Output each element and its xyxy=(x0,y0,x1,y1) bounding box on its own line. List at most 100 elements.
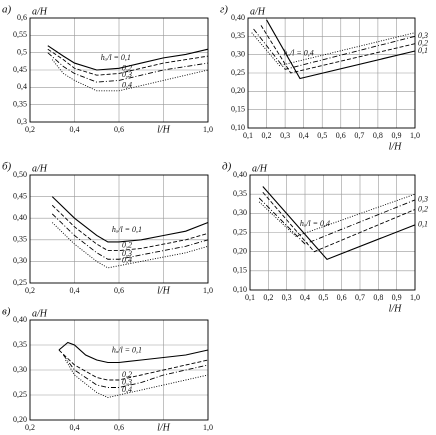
y-tick-label: 0,40 xyxy=(231,13,245,22)
x-tick-label: 0,7 xyxy=(355,293,365,302)
series-label: 0,1 xyxy=(418,220,428,229)
series-label: 0,3 xyxy=(418,31,428,40)
y-tick-label: 0,30 xyxy=(13,365,27,374)
y-tick-label: 0,55 xyxy=(13,30,27,39)
series-line xyxy=(262,186,416,260)
x-tick-label: 0,4 xyxy=(70,286,80,295)
x-tick-label: 0,3 xyxy=(280,131,290,140)
y-tick-label: 0,30 xyxy=(231,49,245,58)
y-tick-label: 0,35 xyxy=(13,99,27,108)
x-tick-label: 0,4 xyxy=(300,293,310,302)
y-tick-label: 0,30 xyxy=(13,256,27,265)
y-tick-label: 0,40 xyxy=(13,315,27,324)
series-line xyxy=(51,222,209,269)
y-tick-label: 0,35 xyxy=(13,340,27,349)
y-tick-label: 0,25 xyxy=(231,68,245,77)
y-tick-label: 0,40 xyxy=(13,213,27,222)
panel-label: г) xyxy=(220,4,228,16)
x-tick-label: 0,1 xyxy=(243,131,253,140)
x-axis-label: l/H xyxy=(157,124,171,135)
series-label: 0,3 xyxy=(122,70,132,79)
x-tick-label: 1,0 xyxy=(203,423,213,432)
plot-frame xyxy=(29,319,209,421)
x-tick-label: 0,7 xyxy=(354,131,364,140)
y-tick-label: 0,4 xyxy=(17,82,27,91)
x-tick-label: 1,0 xyxy=(410,293,420,302)
series-line xyxy=(251,32,416,67)
y-tick-label: 0,35 xyxy=(233,189,247,198)
series-line xyxy=(258,197,416,245)
y-tick-label: 0,45 xyxy=(13,65,27,74)
y-axis-label: a/H xyxy=(252,163,268,174)
y-tick-label: 0,20 xyxy=(13,415,27,424)
y-tick-label: 0,35 xyxy=(231,31,245,40)
series-label: 0,3 xyxy=(418,195,428,204)
series-label: 0,2 xyxy=(122,63,132,72)
y-tick-label: 0,25 xyxy=(13,390,27,399)
series-label: 0,3 xyxy=(122,377,132,386)
y-tick-label: 0,6 xyxy=(17,13,27,22)
y-axis-label: a/H xyxy=(250,6,266,17)
series-line xyxy=(63,354,209,388)
x-axis-label: l/H xyxy=(157,422,171,433)
series-label: 0,4 xyxy=(122,385,132,394)
series-line xyxy=(258,193,416,237)
series-line xyxy=(51,196,209,243)
x-tick-label: 0,6 xyxy=(114,423,124,432)
series-label: 0,2 xyxy=(122,240,132,249)
x-tick-label: 0,6 xyxy=(114,286,124,295)
series-line xyxy=(262,191,416,253)
x-tick-label: 1,0 xyxy=(203,125,213,134)
x-tick-label: 0,4 xyxy=(70,125,80,134)
y-tick-label: 0,5 xyxy=(17,47,27,56)
panel-label: д) xyxy=(222,161,232,173)
series-label: hₐ/l = 0,4 xyxy=(284,48,314,57)
series-label: 0,4 xyxy=(122,256,132,265)
plot-frame xyxy=(249,174,416,291)
x-tick-label: 0,8 xyxy=(373,293,383,302)
y-tick-label: 0,20 xyxy=(233,246,247,255)
series-line xyxy=(47,52,209,83)
y-tick-label: 0,10 xyxy=(233,285,247,294)
x-tick-label: 0,8 xyxy=(373,131,383,140)
series-line xyxy=(47,45,209,71)
x-tick-label: 0,2 xyxy=(25,125,35,134)
y-tick-label: 0,30 xyxy=(233,208,247,217)
x-tick-label: 0,2 xyxy=(25,286,35,295)
y-tick-label: 0,3 xyxy=(17,117,27,126)
x-tick-label: 0,9 xyxy=(392,293,402,302)
y-tick-label: 0,45 xyxy=(13,191,27,200)
y-tick-label: 0,20 xyxy=(231,86,245,95)
series-label: hₐ/l = 0,1 xyxy=(112,225,142,234)
series-line xyxy=(58,341,209,364)
series-line xyxy=(47,48,209,76)
y-tick-label: 0,10 xyxy=(231,123,245,132)
y-tick-label: 0,50 xyxy=(13,170,27,179)
x-tick-label: 0,3 xyxy=(282,293,292,302)
y-tick-label: 0,15 xyxy=(231,104,245,113)
x-tick-label: 0,6 xyxy=(114,125,124,134)
x-tick-label: 0,1 xyxy=(245,293,255,302)
series-label: 0,3 xyxy=(122,249,132,258)
series-line xyxy=(253,28,416,70)
series-label: hₐ/l = 0,1 xyxy=(101,53,131,62)
series-line xyxy=(51,213,209,260)
series-label: 0,2 xyxy=(418,38,428,47)
x-tick-label: 1,0 xyxy=(203,286,213,295)
plot-frame xyxy=(29,17,209,123)
y-tick-label: 0,25 xyxy=(233,227,247,236)
panel-label: в) xyxy=(2,306,11,318)
series-label: 0,2 xyxy=(418,204,428,213)
x-axis-label: l/H xyxy=(389,303,403,314)
x-tick-label: 0,2 xyxy=(25,423,35,432)
x-tick-label: 0,6 xyxy=(336,131,346,140)
x-tick-label: 0,9 xyxy=(391,131,401,140)
y-tick-label: 0,15 xyxy=(233,266,247,275)
y-tick-label: 0,40 xyxy=(233,170,247,179)
x-tick-label: 0,2 xyxy=(263,293,273,302)
x-tick-label: 0,5 xyxy=(317,131,327,140)
x-axis-label: l/H xyxy=(157,285,171,296)
series-label: hₐ/l = 0,1 xyxy=(112,345,142,354)
x-tick-label: 0,2 xyxy=(262,131,272,140)
